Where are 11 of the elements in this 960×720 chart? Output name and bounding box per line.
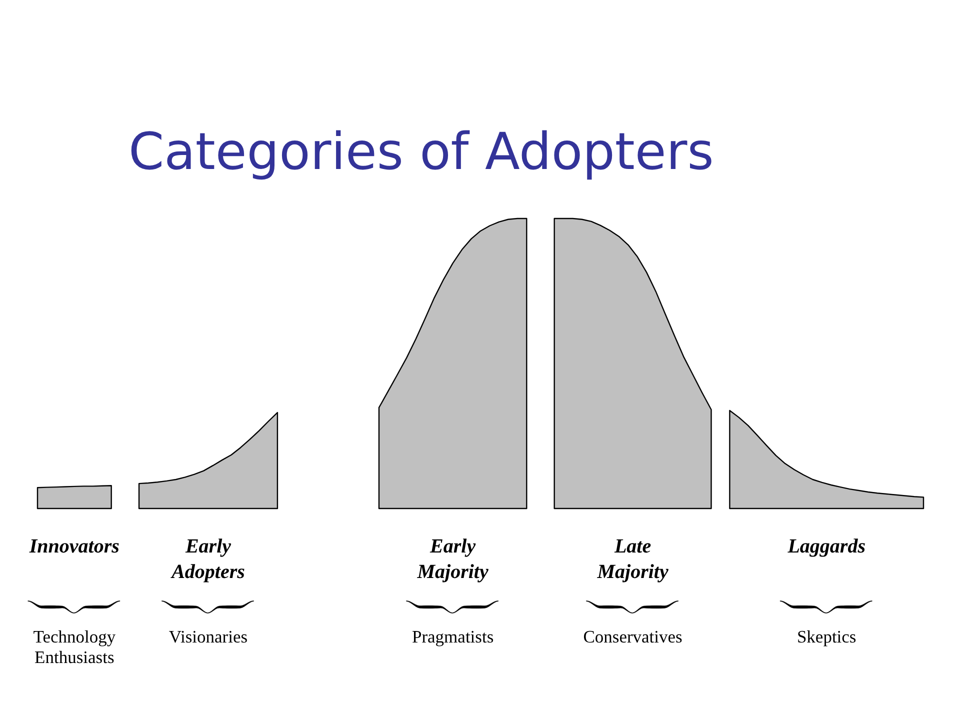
series-label: Late Majority <box>596 536 668 583</box>
text: Pragmatists <box>412 626 494 646</box>
text: Visionaries <box>168 626 248 646</box>
text: Technology Enthusiasts <box>33 626 116 667</box>
series-label: Innovators <box>28 536 120 558</box>
text: Conservatives <box>583 626 683 646</box>
series-label: Early Majority <box>416 536 488 583</box>
text: Skeptics <box>796 626 856 646</box>
series-label: Laggards <box>786 536 866 558</box>
series-label: Early Adopters <box>170 536 246 583</box>
chart-title: Categories of Adopters <box>128 123 714 182</box>
